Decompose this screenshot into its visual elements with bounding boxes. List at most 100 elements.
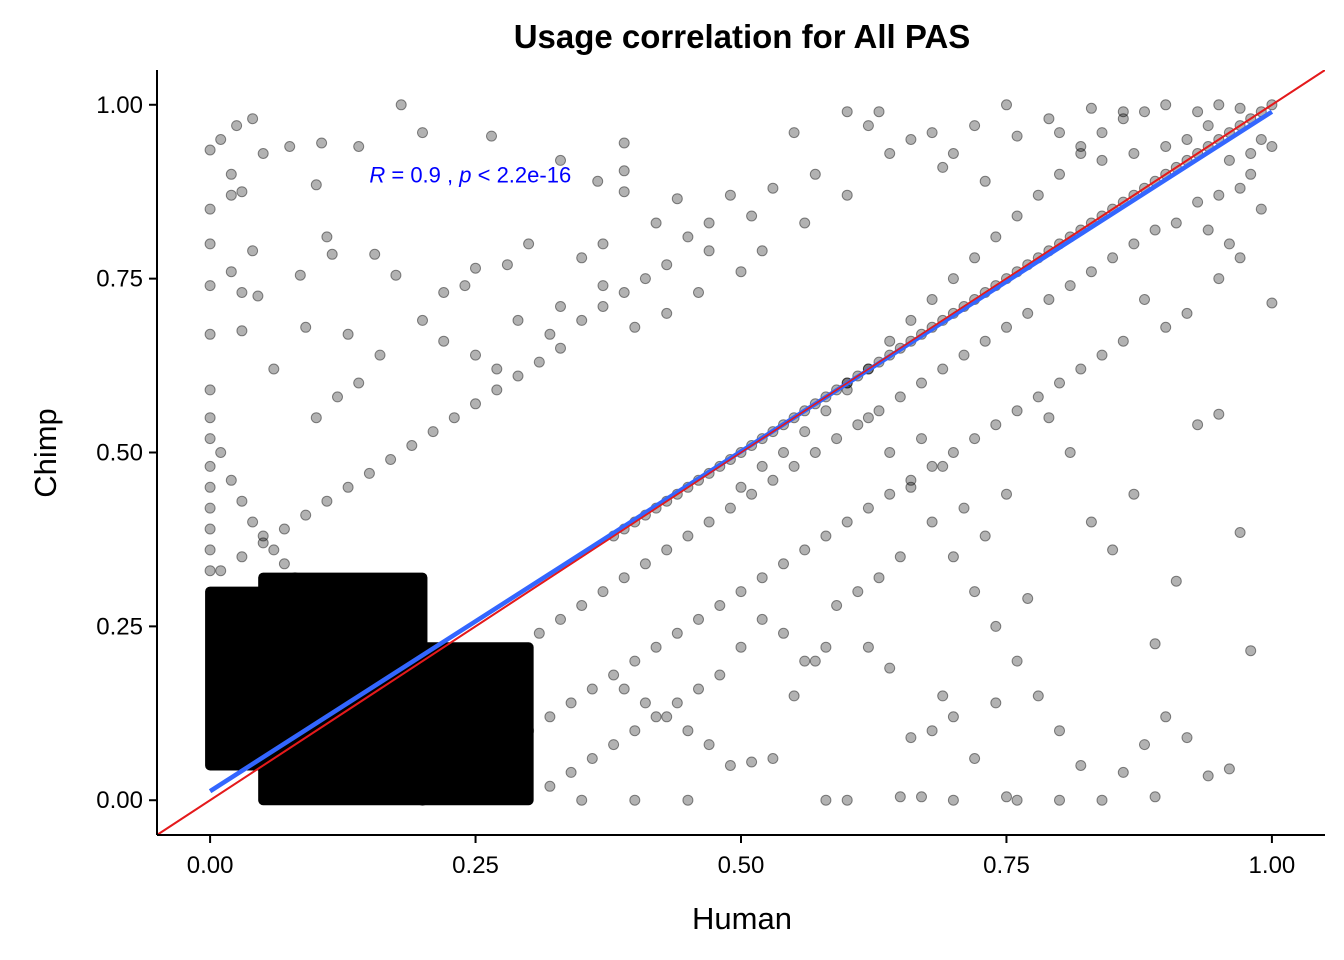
scatter-point xyxy=(714,669,726,681)
scatter-point xyxy=(1128,148,1140,159)
scatter-point xyxy=(332,613,343,625)
scatter-point xyxy=(894,391,906,403)
scatter-point xyxy=(969,433,981,445)
scatter-point xyxy=(629,655,641,667)
scatter-point xyxy=(926,294,938,305)
scatter-point xyxy=(618,287,630,298)
scatter-point xyxy=(363,467,375,479)
scatter-point xyxy=(650,711,662,723)
scatter-point xyxy=(1234,102,1246,114)
scatter-point xyxy=(671,193,683,205)
scatter-point xyxy=(820,405,832,417)
scatter-point xyxy=(353,141,365,152)
scatter-point xyxy=(204,523,216,535)
scatter-point xyxy=(576,252,588,264)
scatter-point xyxy=(1022,593,1034,604)
scatter-point xyxy=(1001,321,1012,333)
scatter-point xyxy=(1234,182,1246,194)
scatter-point xyxy=(661,259,673,271)
scatter-point xyxy=(756,613,768,625)
scatter-point xyxy=(268,544,280,556)
scatter-point xyxy=(894,791,906,803)
scatter-point xyxy=(1149,224,1161,236)
scatter-point xyxy=(1117,106,1129,118)
scatter-point xyxy=(544,711,556,723)
scatter-point xyxy=(1181,307,1193,319)
scatter-point xyxy=(608,739,620,751)
scatter-point xyxy=(1011,655,1023,667)
scatter-point xyxy=(310,179,322,191)
y-tick-label: 0.50 xyxy=(96,440,143,467)
scatter-point xyxy=(1160,321,1172,333)
scatter-point xyxy=(820,794,832,806)
scatter-point xyxy=(257,530,269,542)
scatter-point xyxy=(990,231,1002,243)
scatter-point xyxy=(788,127,800,139)
scatter-point xyxy=(204,460,216,472)
scatter-point xyxy=(1054,377,1065,389)
scatter-point xyxy=(417,794,428,806)
chart-title: Usage correlation for All PAS xyxy=(514,18,971,55)
scatter-point xyxy=(947,711,959,723)
scatter-point xyxy=(629,321,641,333)
scatter-point xyxy=(342,620,354,632)
scatter-point xyxy=(639,273,651,285)
scatter-point xyxy=(947,447,959,458)
scatter-point xyxy=(1001,791,1012,803)
scatter-point xyxy=(512,370,524,382)
scatter-point xyxy=(862,120,874,132)
dense-point-cluster xyxy=(417,642,534,806)
scatter-point xyxy=(1054,168,1065,180)
scatter-point xyxy=(236,287,248,298)
scatter-point xyxy=(278,558,290,570)
scatter-point xyxy=(820,641,832,653)
scatter-point xyxy=(905,481,917,493)
scatter-point xyxy=(533,627,545,639)
scatter-point xyxy=(300,509,312,521)
scatter-point xyxy=(247,516,259,528)
scatter-point xyxy=(1085,516,1097,528)
scatter-point xyxy=(204,328,216,340)
scatter-point xyxy=(916,377,927,389)
scatter-point xyxy=(470,262,481,274)
scatter-point xyxy=(1054,794,1065,806)
scatter-point xyxy=(873,572,885,584)
scatter-point xyxy=(321,231,333,243)
scatter-point xyxy=(1181,732,1193,744)
scatter-point xyxy=(1255,134,1267,145)
scatter-point xyxy=(491,363,503,375)
scatter-point xyxy=(894,551,906,563)
scatter-point xyxy=(618,186,630,198)
scatter-point xyxy=(1170,575,1182,587)
scatter-point xyxy=(204,412,216,424)
scatter-point xyxy=(592,175,604,187)
scatter-point xyxy=(1245,168,1257,180)
scatter-point xyxy=(480,753,492,764)
scatter-point xyxy=(979,175,991,187)
scatter-point xyxy=(799,426,811,438)
scatter-point xyxy=(1223,763,1235,775)
scatter-point xyxy=(778,627,789,639)
scatter-point xyxy=(257,148,269,159)
scatter-point xyxy=(215,134,227,145)
scatter-point xyxy=(969,586,981,598)
y-tick-label: 0.00 xyxy=(96,787,143,814)
scatter-point xyxy=(1128,488,1140,500)
x-tick-label: 0.50 xyxy=(718,852,765,879)
scatter-point xyxy=(417,127,428,139)
scatter-point xyxy=(990,419,1002,431)
scatter-point xyxy=(225,266,237,278)
scatter-point xyxy=(252,290,264,302)
scatter-point xyxy=(555,154,566,166)
scatter-point xyxy=(1139,294,1150,305)
scatter-point xyxy=(204,238,216,250)
scatter-point xyxy=(1149,791,1161,803)
scatter-point xyxy=(1192,419,1204,431)
scatter-point xyxy=(1213,273,1225,285)
scatter-point xyxy=(1255,203,1267,215)
identity-line-overlay xyxy=(157,70,1325,835)
scatter-point xyxy=(1117,335,1129,347)
scatter-point xyxy=(1001,99,1012,111)
scatter-point xyxy=(809,447,821,458)
scatter-point xyxy=(884,662,896,674)
